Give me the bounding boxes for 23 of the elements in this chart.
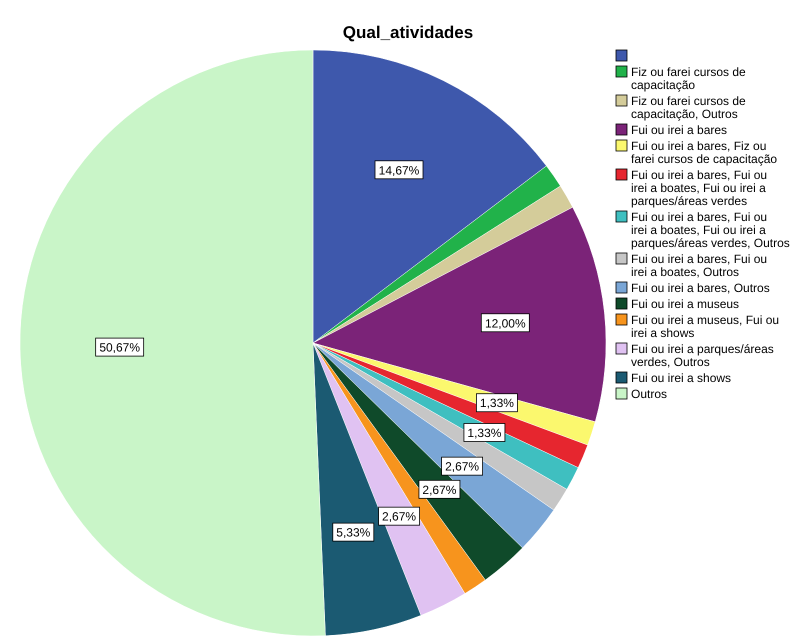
legend-label: Fui ou irei a bares	[631, 123, 728, 137]
legend-label: Fui ou irei a museus, Fui ou irei a shows	[631, 313, 780, 340]
legend-label: Fiz ou farei cursos de capacitação	[631, 65, 746, 92]
data-label: 5,33%	[336, 526, 371, 540]
legend-label: Fui ou irei a parques/áreas verdes, Outros	[631, 342, 774, 369]
data-label: 50,67%	[99, 340, 140, 355]
legend-label: Fui ou irei a bares, Outros	[631, 281, 770, 295]
legend-label: Fui ou irei a bares, Fui ou irei a boates, Fui ou irei a parques/áreas verdes	[631, 168, 768, 208]
data-label: 14,67%	[378, 163, 420, 178]
data-label: 2,67%	[445, 460, 480, 474]
data-label: 2,67%	[422, 482, 457, 497]
data-label: 2,67%	[382, 510, 416, 524]
legend-label: Fui ou irei a bares, Fui ou irei a boates, Outros	[631, 252, 768, 279]
legend-label: Fui ou irei a bares, Fiz ou farei cursos de capacitação	[631, 139, 778, 166]
legend-label: Fiz ou farei cursos de capacitação, Outros	[631, 94, 746, 121]
legend-label: Fui ou irei a bares, Fui ou irei a boates, Fui ou irei a parques/áreas verdes, Outros	[631, 210, 790, 250]
data-label: 1,33%	[480, 396, 514, 410]
chart-title: Qual_atividades	[342, 23, 474, 42]
legend-label: Fui ou irei a shows	[631, 371, 732, 385]
legend-label: Outros	[631, 387, 668, 401]
legend-label: Fui ou irei a museus	[631, 297, 740, 311]
data-label: 1,33%	[467, 426, 502, 440]
data-label: 12,00%	[484, 316, 526, 330]
